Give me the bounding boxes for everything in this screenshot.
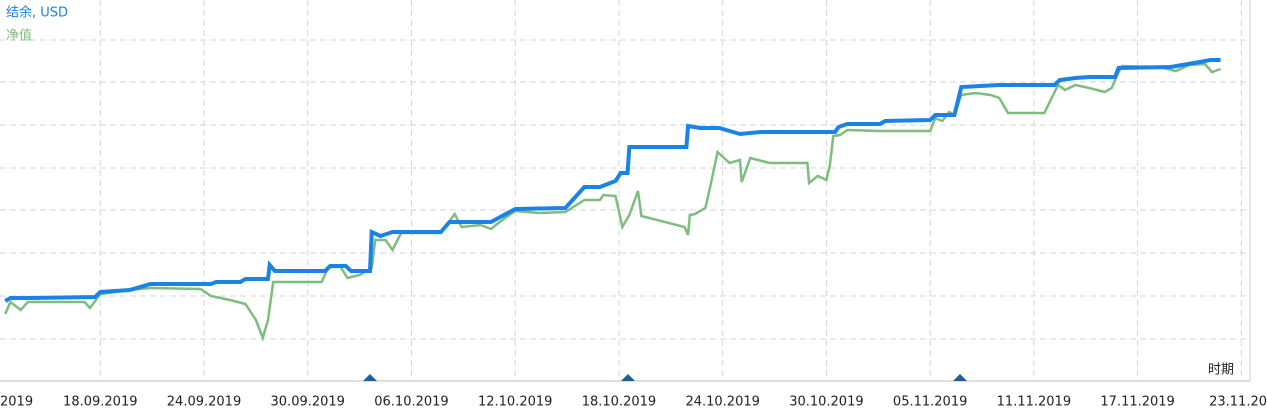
x-axis-label: 时期 — [1208, 363, 1234, 378]
x-tick-label: 2019 — [0, 395, 33, 410]
x-tick-label: 24.10.2019 — [685, 395, 759, 410]
marker — [363, 374, 377, 381]
x-tick-label: 17.11.2019 — [1100, 395, 1174, 410]
series-line — [4, 58, 1221, 303]
x-tick-label: 30.10.2019 — [789, 395, 863, 410]
x-tick-label: 11.11.2019 — [997, 395, 1071, 410]
layer: 2019 18.09.2019 24.09.2019 30.09.2019 06.10.… — [0, 5, 1267, 410]
x-tick-label: 30.09.2019 — [271, 395, 345, 410]
marker — [621, 374, 635, 381]
x-tick-label: 18.09.2019 — [63, 395, 137, 410]
series-line — [4, 62, 1222, 342]
x-tick-label: 06.10.2019 — [374, 395, 448, 410]
x-tick-label: 24.09.2019 — [167, 395, 241, 410]
x-tick-label: 12.10.2019 — [478, 395, 552, 410]
x-tick-label: 18.10.2019 — [582, 395, 656, 410]
x-tick-label: 23.11.20 — [1209, 395, 1267, 410]
legend-label: 结余, USD — [6, 5, 68, 21]
x-tick-label: 05.11.2019 — [893, 395, 967, 410]
legend-label: 净值 — [6, 28, 32, 44]
marker — [953, 374, 967, 381]
